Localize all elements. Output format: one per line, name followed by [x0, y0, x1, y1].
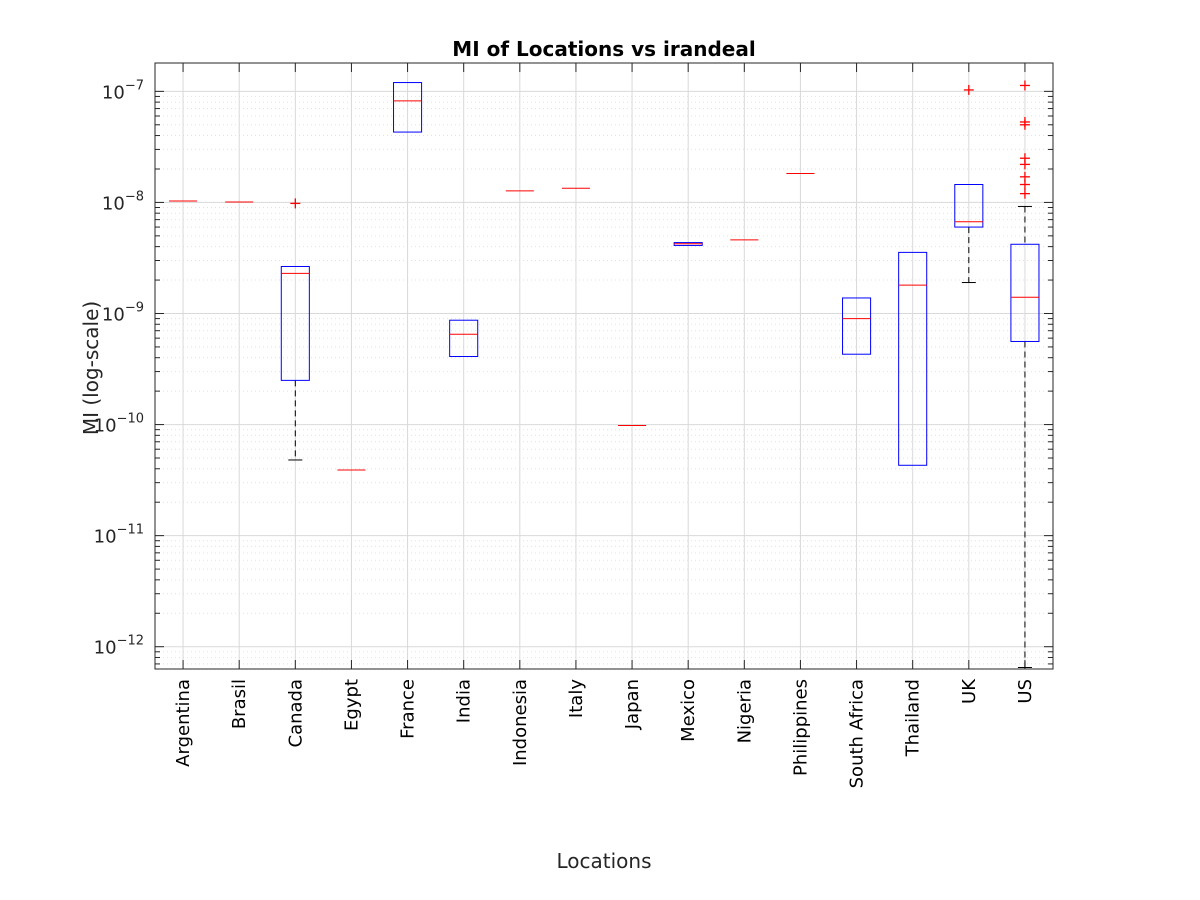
x-category-label: France: [398, 679, 419, 739]
x-category-label: Mexico: [678, 679, 699, 742]
box-south-africa: [842, 297, 872, 355]
iqr-box: [280, 265, 310, 381]
x-category-label: Egypt: [341, 679, 362, 731]
y-tick-label: 10−9: [102, 300, 144, 325]
y-tick-label: 10−12: [94, 634, 144, 659]
box-thailand: [898, 251, 928, 466]
x-category-label: UK: [959, 678, 980, 704]
chart-title: MI of Locations vs irandeal: [452, 37, 755, 61]
x-category-label: South Africa: [847, 679, 868, 788]
boxes: [169, 80, 1040, 668]
plot-area-frame: [154, 62, 1054, 670]
box-mexico: [673, 242, 703, 246]
box-india: [449, 319, 479, 358]
box-france: [393, 82, 423, 133]
iqr-box: [393, 82, 423, 133]
y-tick-label: 10−8: [102, 189, 144, 214]
box-canada: [280, 198, 310, 461]
x-tick-labels: Argentina Brasil Canada Egypt France India Ind…: [173, 678, 1036, 789]
axis-ticks: [155, 63, 1053, 669]
x-category-label: India: [454, 679, 475, 723]
x-category-label: Thailand: [903, 679, 924, 757]
box-us: [1010, 80, 1040, 668]
y-tick-label: 10−10: [94, 412, 144, 437]
x-category-label: Argentina: [173, 679, 194, 767]
x-category-label: US: [1015, 679, 1036, 704]
y-tick-label: 10−7: [102, 78, 144, 103]
x-category-label: Japan: [622, 679, 643, 730]
iqr-box: [842, 297, 872, 355]
y-tick-label: 10−11: [94, 523, 144, 548]
iqr-box: [1010, 243, 1040, 342]
y-axis-label: MI (log-scale): [79, 301, 103, 435]
iqr-box: [898, 251, 928, 466]
x-category-label: Italy: [566, 679, 587, 718]
x-category-label: Philippines: [790, 679, 811, 776]
x-axis-label: Locations: [556, 849, 651, 873]
x-category-label: Brasil: [229, 679, 250, 729]
x-category-label: Canada: [285, 679, 306, 748]
y-tick-labels: 10−12 10−11 10−10 10−9 10−8 10−7: [94, 78, 144, 658]
x-category-label: Nigeria: [734, 679, 755, 743]
iqr-box: [954, 184, 984, 228]
grid-lines: [155, 63, 1053, 669]
box-uk: [954, 84, 984, 284]
x-category-label: Indonesia: [510, 679, 531, 766]
iqr-box: [449, 319, 479, 358]
